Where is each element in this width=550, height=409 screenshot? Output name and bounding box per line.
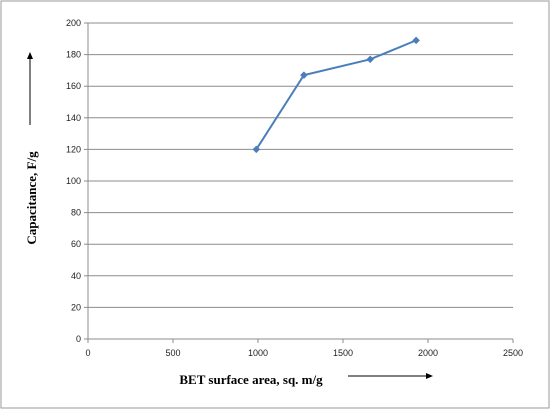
data-point-3 [412, 36, 420, 45]
series-line-0 [255, 39, 417, 150]
y-tick-label: 60 [71, 239, 81, 249]
x-tick-label: 500 [165, 348, 180, 358]
y-tick-label: 140 [66, 113, 81, 123]
y-tick-label: 100 [66, 176, 81, 186]
data-point-0 [252, 145, 261, 154]
y-tick-labels: 0 20 40 60 80 100 120 140 160 180 200 [66, 18, 81, 344]
x-tick-label: 1000 [248, 348, 268, 358]
data-point-1 [300, 71, 308, 79]
y-tick-label: 180 [66, 50, 81, 60]
x-tick-label: 2500 [503, 348, 523, 358]
y-tick-label: 120 [66, 144, 81, 154]
x-tick-label: 1500 [333, 348, 353, 358]
y-tick-label: 0 [76, 334, 81, 344]
y-axis-arrow [27, 52, 33, 125]
y-axis-title: Capacitance, F/g [24, 151, 39, 245]
y-tick-label: 80 [71, 208, 81, 218]
x-tick-labels: 0 500 1000 1500 2000 2500 [85, 348, 523, 358]
axes [84, 22, 514, 343]
x-tick-label: 0 [85, 348, 90, 358]
data-point-2 [366, 55, 375, 64]
y-tick-label: 40 [71, 271, 81, 281]
data-series [252, 36, 420, 154]
y-tick-label: 160 [66, 81, 81, 91]
x-axis-arrow [348, 373, 433, 379]
gridlines [88, 22, 513, 308]
y-tick-label: 200 [66, 18, 81, 28]
x-axis-title: BET surface area, sq. m/g [179, 372, 323, 387]
x-tick-label: 2000 [418, 348, 438, 358]
y-tick-label: 20 [71, 302, 81, 312]
